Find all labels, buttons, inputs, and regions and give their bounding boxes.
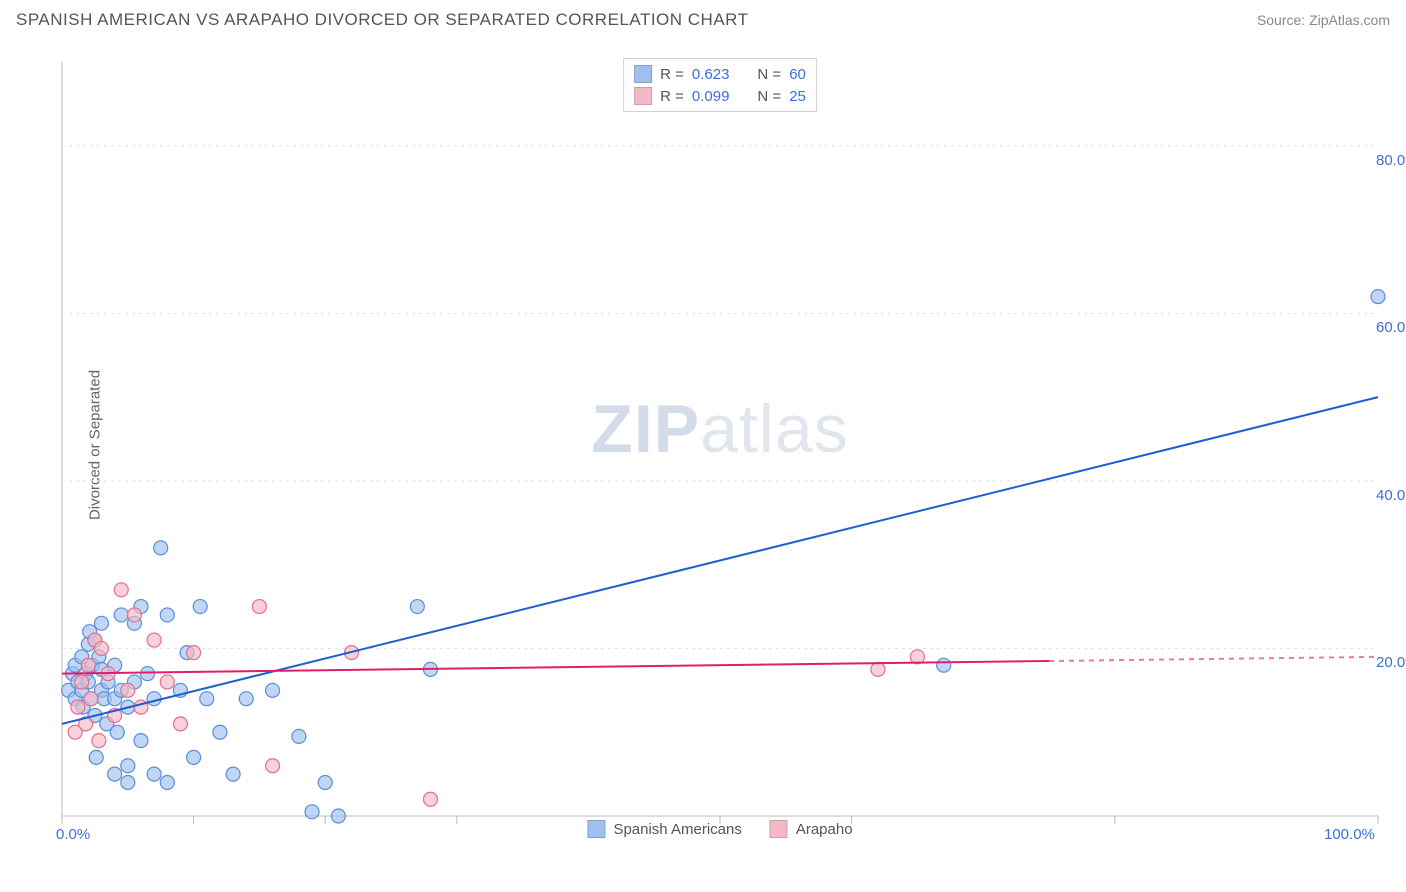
y-tick-label: 20.0% bbox=[1376, 654, 1380, 671]
n-label: N = bbox=[757, 88, 781, 105]
legend-label: Spanish Americans bbox=[613, 821, 741, 838]
legend-swatch bbox=[770, 820, 788, 838]
source-label: Source: ZipAtlas.com bbox=[1257, 12, 1390, 28]
legend-swatch bbox=[587, 820, 605, 838]
legend-stat-row: R = 0.623 N = 60 bbox=[634, 63, 806, 85]
header: SPANISH AMERICAN VS ARAPAHO DIVORCED OR … bbox=[0, 0, 1406, 36]
legend-item: Spanish Americans bbox=[587, 820, 741, 838]
chart-area: Divorced or Separated ZIPatlas R = 0.623… bbox=[50, 50, 1390, 840]
r-label: R = bbox=[660, 88, 684, 105]
legend-series: Spanish Americans Arapaho bbox=[587, 820, 852, 838]
n-value: 25 bbox=[789, 88, 806, 105]
legend-swatch bbox=[634, 87, 652, 105]
r-value: 0.099 bbox=[692, 88, 730, 105]
x-tick-label: 0.0% bbox=[56, 826, 90, 843]
scatter-plot bbox=[50, 50, 1390, 840]
legend-swatch bbox=[634, 65, 652, 83]
y-tick-label: 80.0% bbox=[1376, 152, 1380, 169]
chart-title: SPANISH AMERICAN VS ARAPAHO DIVORCED OR … bbox=[16, 10, 749, 30]
legend-stats: R = 0.623 N = 60 R = 0.099 N = 25 bbox=[623, 58, 817, 112]
r-label: R = bbox=[660, 66, 684, 83]
legend-stat-row: R = 0.099 N = 25 bbox=[634, 85, 806, 107]
n-label: N = bbox=[757, 66, 781, 83]
y-tick-label: 40.0% bbox=[1376, 487, 1380, 504]
legend-item: Arapaho bbox=[770, 820, 853, 838]
n-value: 60 bbox=[789, 66, 806, 83]
y-tick-label: 60.0% bbox=[1376, 319, 1380, 336]
x-tick-label: 100.0% bbox=[1324, 826, 1375, 843]
r-value: 0.623 bbox=[692, 66, 730, 83]
legend-label: Arapaho bbox=[796, 821, 853, 838]
